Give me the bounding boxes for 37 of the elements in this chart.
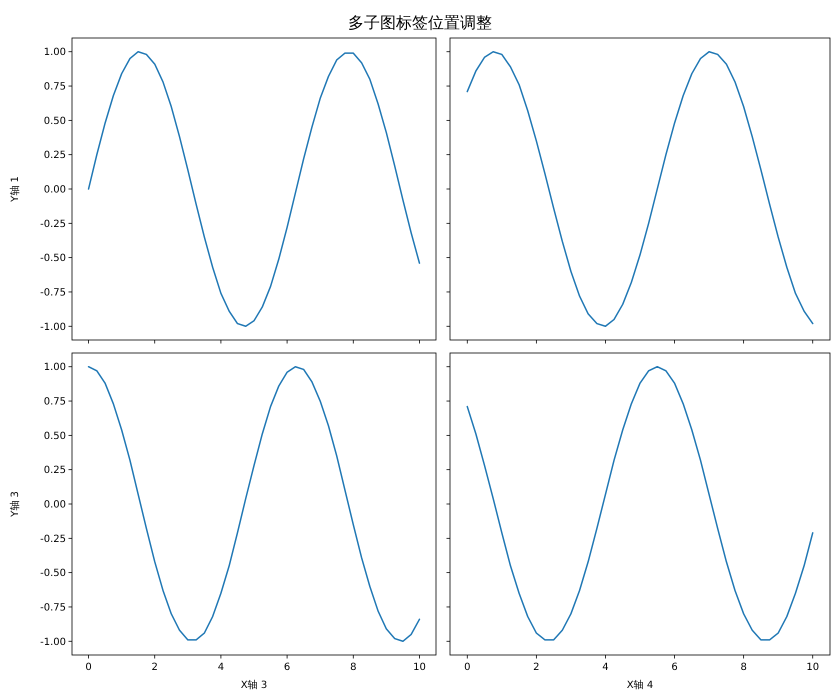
y-tick-label: 0.50 — [44, 430, 66, 442]
x-tick-label: 4 — [218, 662, 224, 673]
y-tick-label: 0.75 — [44, 82, 66, 93]
y-tick-label: 0.25 — [44, 150, 66, 162]
x-axis-title: X轴 4 — [626, 679, 654, 691]
y-axis-title: Y轴 1 — [9, 176, 21, 203]
y-tick-label: 0.00 — [44, 184, 66, 196]
y-tick-label: -0.25 — [40, 534, 66, 545]
x-tick-label: 2 — [533, 662, 540, 673]
x-tick-label: 6 — [284, 662, 290, 673]
x-tick-label: 0 — [85, 662, 92, 673]
x-tick-label: 8 — [350, 662, 356, 673]
y-tick-label: 0.00 — [44, 500, 66, 510]
x-tick-label: 10 — [806, 662, 820, 673]
x-tick-label: 8 — [740, 662, 747, 673]
y-tick-label: 1.00 — [44, 47, 66, 58]
y-tick-label: -1.00 — [40, 322, 66, 333]
line-series — [88, 50, 420, 328]
y-tick-label: 0.50 — [44, 116, 66, 127]
y-tick-label: 0.75 — [44, 396, 66, 408]
y-tick-label: -1.00 — [40, 636, 66, 648]
y-axis-title: Y轴 3 — [9, 491, 21, 518]
y-tick-label: -0.50 — [40, 568, 66, 580]
y-tick-label: -0.75 — [40, 602, 66, 614]
x-tick-label: 4 — [602, 662, 609, 673]
chart-title: 多子图标签位置调整 — [348, 13, 492, 32]
x-tick-label: 0 — [464, 662, 470, 673]
y-tick-label: -0.25 — [40, 218, 66, 230]
y-tick-label: 1.00 — [44, 362, 66, 374]
x-tick-label: 6 — [671, 662, 678, 673]
y-tick-label: -0.75 — [40, 287, 66, 298]
line-series — [88, 366, 420, 642]
x-tick-label: 2 — [152, 662, 158, 673]
y-tick-label: 0.25 — [44, 465, 66, 476]
x-axis-title: X轴 3 — [240, 679, 268, 691]
y-tick-label: -0.50 — [40, 253, 66, 264]
x-tick-label: 10 — [413, 662, 426, 673]
